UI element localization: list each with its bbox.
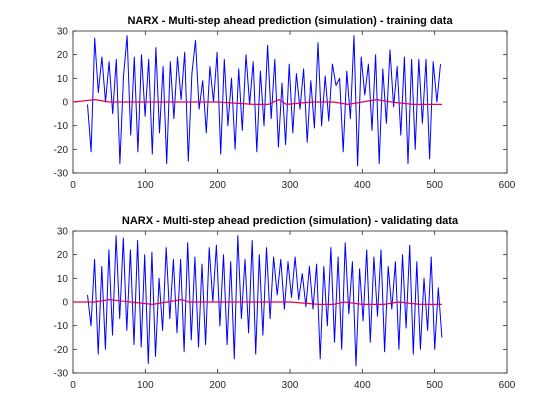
training-x-tick-label: 100 <box>137 180 154 191</box>
training-x-tick-label: 500 <box>426 180 443 191</box>
validating-x-tick-label: 400 <box>354 380 371 391</box>
validating-y-tick-label: 10 <box>57 274 69 285</box>
training-x-tick-label: 300 <box>282 180 299 191</box>
validating-x-tick-label: 600 <box>499 380 516 391</box>
training-x-tick-label: 0 <box>70 180 76 191</box>
validating-x-tick-label: 200 <box>209 380 226 391</box>
validating-subplot: NARX - Multi-step ahead prediction (simu… <box>54 215 516 391</box>
training-y-tick-label: 10 <box>57 74 69 85</box>
validating-series <box>73 235 443 367</box>
validating-x-tick-label: 500 <box>426 380 443 391</box>
training-y-tick-label: 0 <box>62 98 68 109</box>
validating-predicted-line <box>73 299 442 305</box>
training-y-tick-label: -30 <box>54 169 69 180</box>
validating-y-tick-label: 0 <box>62 298 68 309</box>
training-y-tick-label: -10 <box>54 121 69 132</box>
training-x-tick-label: 200 <box>209 180 226 191</box>
validating-y-tick-label: 20 <box>57 250 69 261</box>
training-series <box>72 35 442 167</box>
training-ticks: 0 100 200 300 400 500 600 -30 -20 -10 0 10 20 30 <box>54 27 516 192</box>
validating-x-tick-label: 300 <box>282 380 299 391</box>
validating-x-tick-label: 0 <box>70 380 76 391</box>
training-y-tick-label: 20 <box>57 50 69 61</box>
training-x-tick-label: 600 <box>499 180 516 191</box>
validating-actual-line <box>87 235 443 367</box>
training-predicted-line <box>72 99 442 105</box>
training-title: NARX - Multi-step ahead prediction (simu… <box>127 15 453 27</box>
training-y-tick-label: -20 <box>54 145 69 156</box>
validating-x-tick-label: 100 <box>137 380 154 391</box>
validating-ticks: 0 100 200 300 400 500 600 -30 -20 -10 0 10 20 30 <box>54 227 516 392</box>
validating-y-tick-label: -20 <box>54 345 69 356</box>
validating-y-tick-label: -10 <box>54 321 69 332</box>
validating-title: NARX - Multi-step ahead prediction (simu… <box>122 215 459 227</box>
training-subplot: NARX - Multi-step ahead prediction (simu… <box>54 15 516 191</box>
training-y-tick-label: 30 <box>57 27 69 38</box>
validating-y-tick-label: -30 <box>54 369 69 380</box>
training-x-tick-label: 400 <box>354 180 371 191</box>
validating-y-tick-label: 30 <box>57 227 69 238</box>
